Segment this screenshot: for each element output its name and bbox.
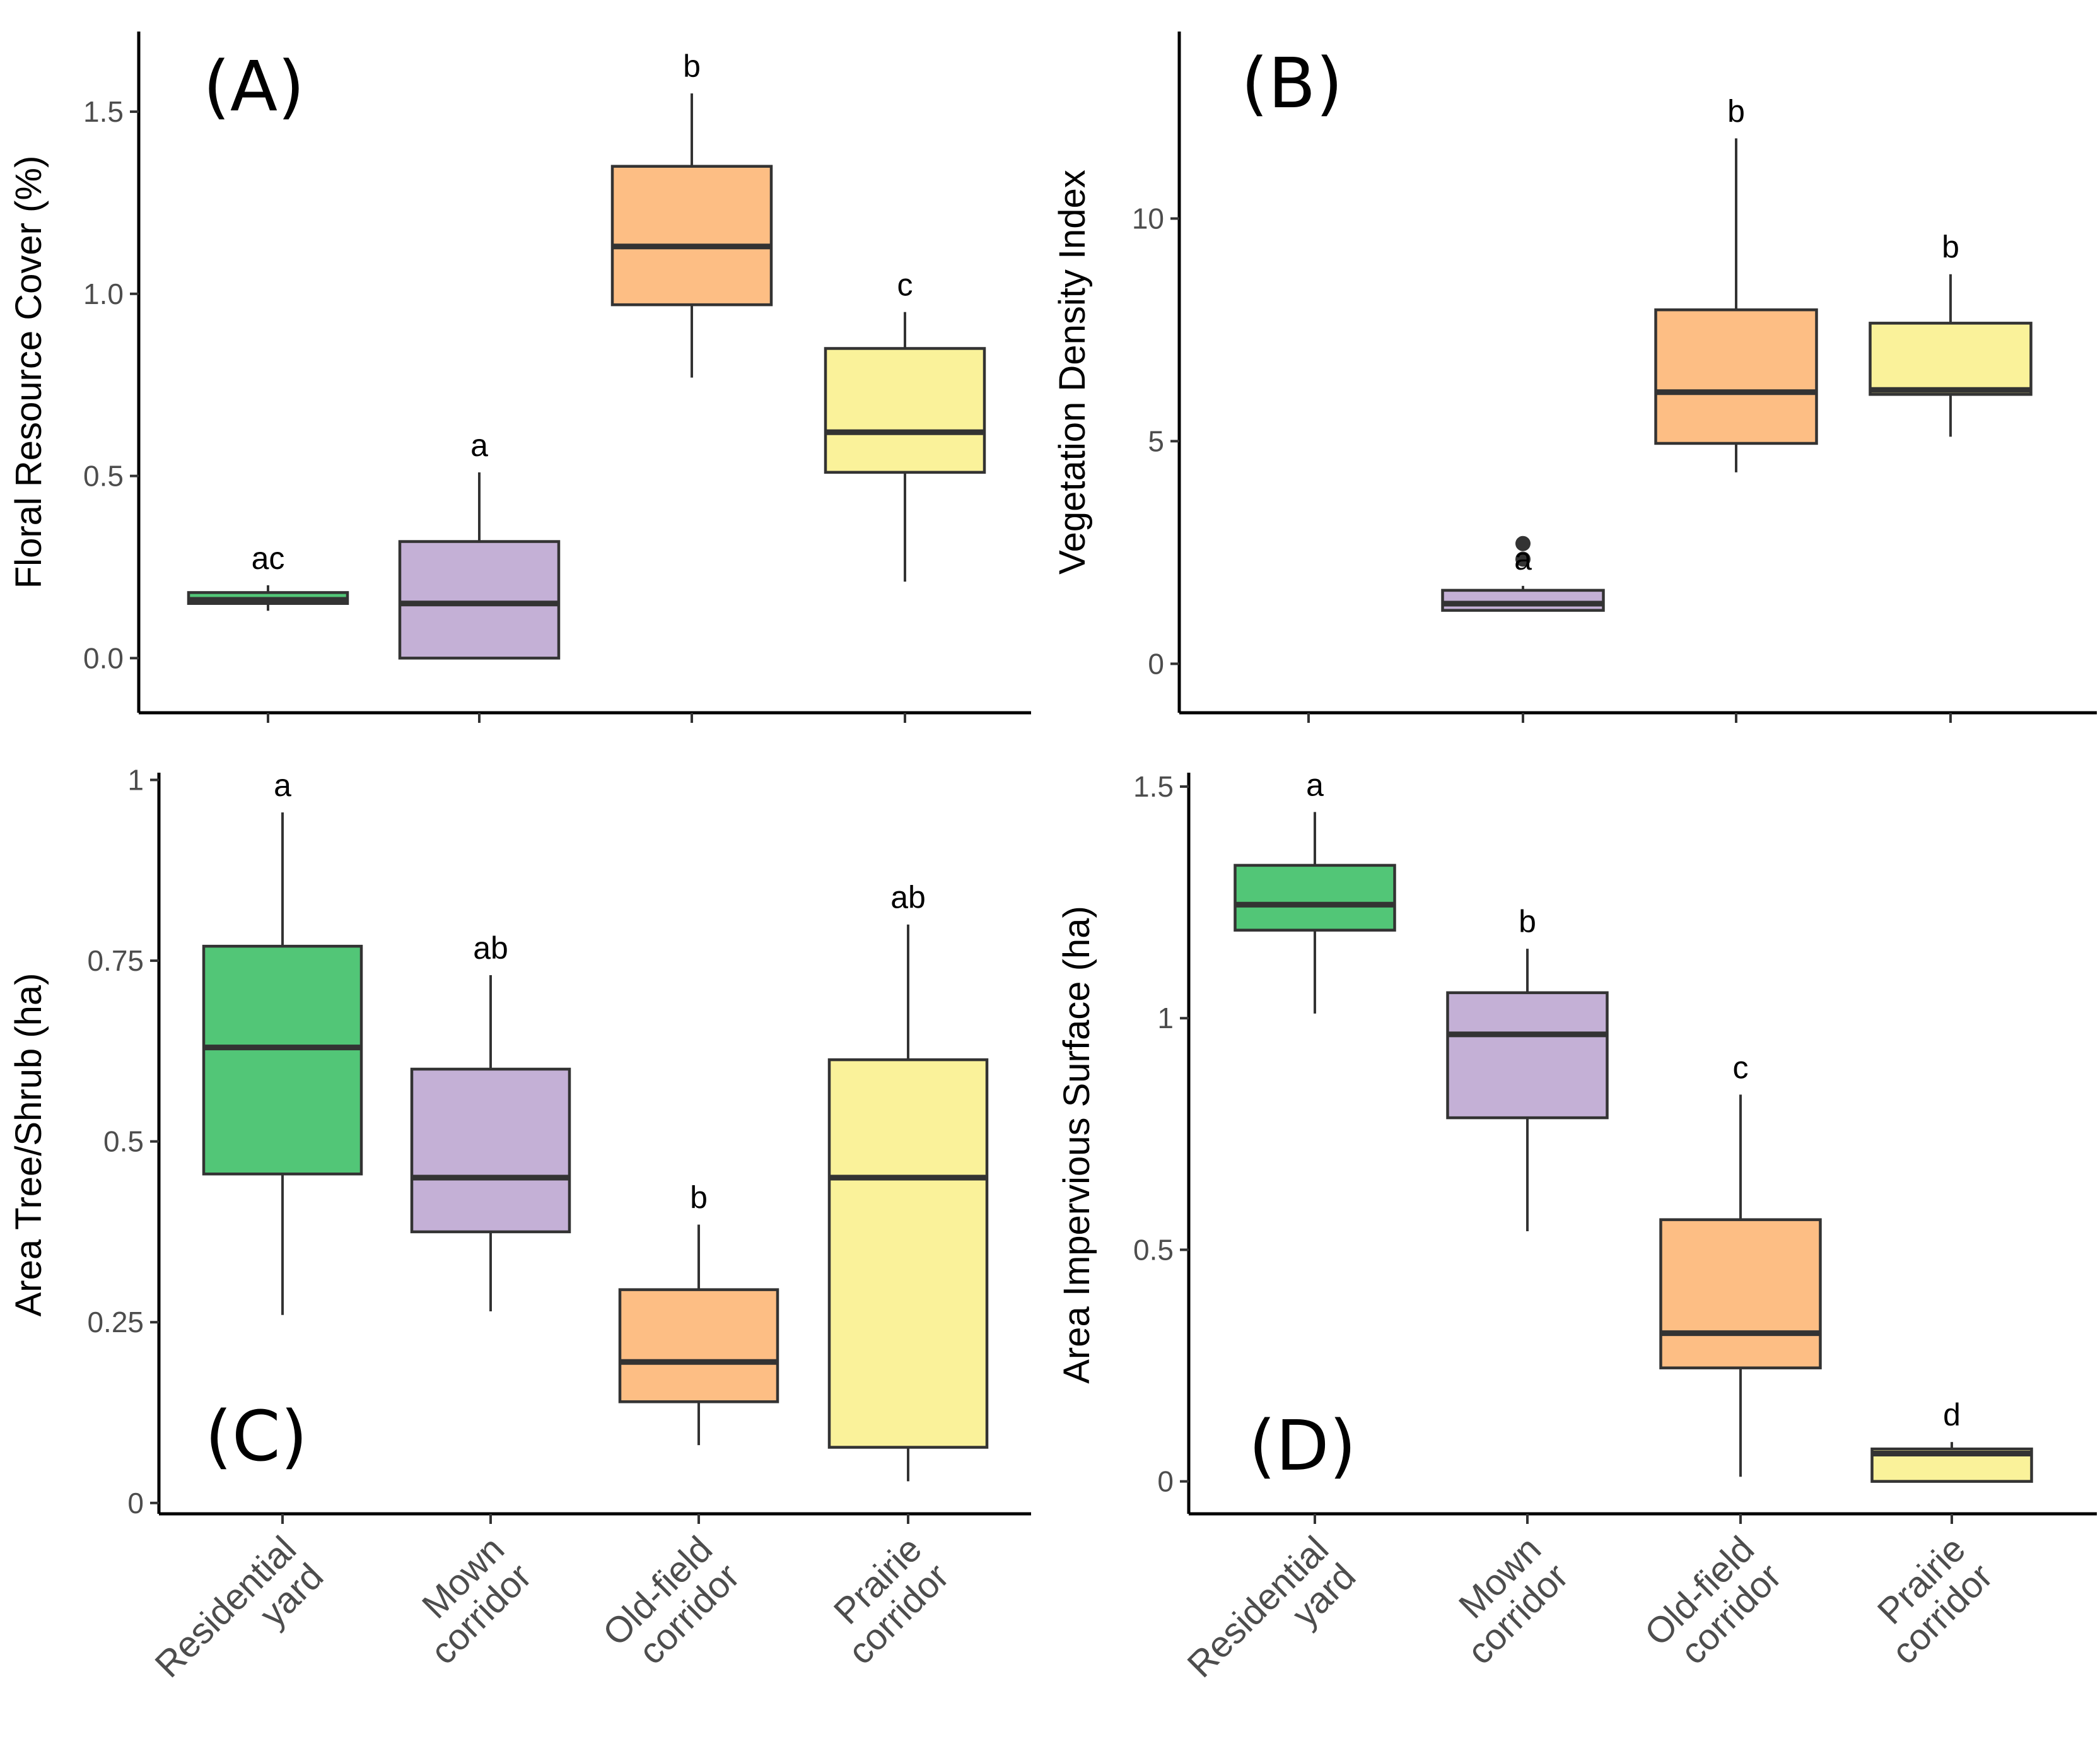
outlier-point bbox=[1515, 551, 1531, 567]
significance-label: b bbox=[683, 49, 701, 84]
significance-label: ac bbox=[252, 541, 285, 576]
y-tick-label: 0.75 bbox=[87, 944, 144, 977]
iqr-box bbox=[610, 165, 773, 307]
box-residential-yard: a bbox=[1234, 767, 1396, 1014]
y-axis-title: Area Tree/Shrub (ha) bbox=[8, 973, 49, 1317]
outlier-point bbox=[1515, 536, 1531, 551]
y-tick-label: 0.0 bbox=[83, 641, 124, 674]
y-tick-label: 0.25 bbox=[87, 1306, 144, 1338]
iqr-box bbox=[1654, 308, 1818, 445]
iqr-box bbox=[1234, 864, 1396, 932]
significance-label: a bbox=[470, 428, 488, 463]
y-tick-label: 0 bbox=[1148, 647, 1164, 680]
panel-label: (B) bbox=[1241, 43, 1343, 124]
y-tick-label: 1 bbox=[127, 763, 144, 796]
significance-label: a bbox=[274, 768, 291, 803]
x-category-label: Old-fieldcorridor bbox=[595, 1528, 748, 1681]
box-old-field-corridor: c bbox=[1659, 1050, 1822, 1477]
panel-label: (A) bbox=[203, 46, 305, 127]
box-old-field-corridor: b bbox=[610, 49, 773, 378]
panel-label: (C) bbox=[205, 1396, 308, 1477]
y-tick-label: 0 bbox=[127, 1487, 144, 1519]
panel-c-area-tree-shrub: 0 0.25 0.5 0.75 1 Area Tree/Shrub (ha) (C) a ab b… bbox=[8, 763, 1031, 1713]
box-old-field-corridor: b bbox=[618, 1180, 779, 1446]
significance-label: c bbox=[897, 267, 913, 303]
x-category-label: Prairiecorridor bbox=[1857, 1528, 2000, 1672]
box-old-field-corridor: b bbox=[1654, 93, 1818, 472]
box-prairie-corridor: ab bbox=[827, 880, 989, 1482]
box-mown-corridor: b bbox=[1446, 904, 1609, 1232]
iqr-box bbox=[410, 1067, 571, 1234]
x-category-label: Residentialyard bbox=[147, 1528, 331, 1713]
iqr-box bbox=[202, 944, 363, 1176]
iqr-box bbox=[1869, 322, 2033, 396]
y-tick-label: 1.5 bbox=[1133, 770, 1174, 803]
y-axis-title: Floral Resource Cover (%) bbox=[8, 156, 49, 589]
box-mown-corridor: a bbox=[1441, 536, 1605, 612]
y-tick-label: 0 bbox=[1157, 1465, 1174, 1498]
iqr-box bbox=[618, 1288, 779, 1403]
significance-label: ab bbox=[473, 930, 508, 966]
panel-label: (D) bbox=[1249, 1405, 1356, 1486]
iqr-box bbox=[1446, 991, 1609, 1120]
significance-label: a bbox=[1514, 541, 1532, 577]
x-category-label: Mowncorridor bbox=[1432, 1528, 1576, 1672]
iqr-box bbox=[398, 540, 561, 660]
significance-label: d bbox=[1943, 1397, 1961, 1432]
box-prairie-corridor: d bbox=[1870, 1397, 2033, 1483]
y-tick-label: 1 bbox=[1157, 1002, 1174, 1034]
y-axis-title: Vegetation Density Index bbox=[1052, 170, 1093, 575]
box-prairie-corridor: c bbox=[824, 267, 986, 582]
x-category-label: Residentialyard bbox=[1179, 1528, 1363, 1713]
y-tick-label: 10 bbox=[1132, 202, 1164, 235]
y-tick-label: 0.5 bbox=[1133, 1233, 1174, 1266]
y-tick-label: 1.0 bbox=[83, 278, 124, 310]
iqr-box bbox=[827, 1058, 989, 1449]
significance-label: b bbox=[1727, 93, 1745, 129]
significance-label: c bbox=[1733, 1050, 1749, 1085]
y-axis-title: Area Impervious Surface (ha) bbox=[1056, 906, 1097, 1384]
significance-label: b bbox=[1519, 904, 1536, 939]
significance-label: b bbox=[1942, 230, 1959, 265]
significance-label: a bbox=[1306, 767, 1324, 802]
iqr-box bbox=[824, 347, 986, 474]
y-tick-label: 0.5 bbox=[83, 460, 124, 493]
significance-label: ab bbox=[890, 880, 926, 915]
x-category-label: Old-fieldcorridor bbox=[1637, 1528, 1790, 1681]
panel-b-vegetation-density-index: 0 5 10 Vegetation Density Index (B) a b b bbox=[1052, 32, 2097, 723]
significance-label: b bbox=[690, 1180, 708, 1215]
box-mown-corridor: ab bbox=[410, 930, 571, 1312]
y-tick-label: 0.5 bbox=[103, 1125, 144, 1158]
x-category-label: Mowncorridor bbox=[395, 1528, 539, 1672]
y-tick-label: 1.5 bbox=[83, 95, 124, 128]
box-mown-corridor: a bbox=[398, 428, 561, 660]
x-category-label: Prairiecorridor bbox=[813, 1528, 957, 1672]
iqr-box bbox=[1659, 1218, 1822, 1369]
panel-a-floral-resource-cover: 0.0 0.5 1.0 1.5 Floral Resource Cover (%) (A)… bbox=[8, 32, 1031, 723]
iqr-box bbox=[1441, 588, 1605, 612]
box-residential-yard: a bbox=[202, 768, 363, 1315]
panel-d-area-impervious-surface: 0 0.5 1 1.5 Area Impervious Surface (ha) (D) a… bbox=[1056, 767, 2097, 1713]
box-residential-yard: ac bbox=[187, 541, 349, 611]
y-tick-label: 5 bbox=[1148, 425, 1164, 457]
box-prairie-corridor: b bbox=[1869, 230, 2033, 437]
